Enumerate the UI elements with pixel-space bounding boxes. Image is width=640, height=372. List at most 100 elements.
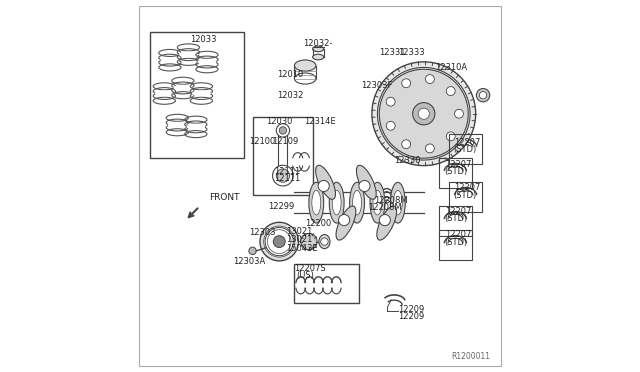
Circle shape: [418, 108, 429, 119]
Text: (STD): (STD): [453, 191, 477, 200]
Ellipse shape: [316, 165, 335, 199]
Ellipse shape: [336, 206, 356, 240]
Text: 12032-: 12032-: [303, 39, 333, 48]
Text: 12299: 12299: [268, 202, 294, 211]
Ellipse shape: [319, 235, 330, 248]
Circle shape: [386, 121, 395, 130]
Text: (STD): (STD): [445, 167, 468, 176]
Text: (STD): (STD): [445, 214, 468, 223]
Ellipse shape: [161, 57, 179, 63]
Ellipse shape: [179, 51, 198, 57]
Circle shape: [446, 132, 455, 141]
Ellipse shape: [192, 90, 211, 96]
Text: 12207: 12207: [445, 207, 472, 216]
Text: 12033: 12033: [190, 35, 216, 44]
Ellipse shape: [312, 190, 321, 215]
Circle shape: [402, 140, 411, 149]
Ellipse shape: [373, 190, 382, 215]
Text: 13021: 13021: [286, 227, 312, 236]
Circle shape: [479, 92, 487, 99]
Circle shape: [260, 222, 298, 261]
Circle shape: [372, 62, 476, 166]
Text: 12208M: 12208M: [374, 196, 408, 205]
Ellipse shape: [356, 165, 376, 199]
Ellipse shape: [353, 190, 362, 215]
Text: 12207: 12207: [445, 160, 472, 169]
Ellipse shape: [390, 182, 405, 223]
Text: 12207S: 12207S: [294, 264, 326, 273]
Bar: [253, 118, 312, 195]
Bar: [449, 182, 483, 212]
Circle shape: [413, 103, 435, 125]
Text: 12331: 12331: [380, 48, 406, 57]
Text: R1200011: R1200011: [452, 352, 491, 361]
Ellipse shape: [329, 182, 344, 223]
Circle shape: [426, 75, 435, 83]
Circle shape: [402, 79, 411, 88]
Ellipse shape: [349, 182, 364, 223]
Text: (US): (US): [297, 271, 314, 280]
Bar: [449, 134, 483, 164]
Text: 12200: 12200: [305, 219, 332, 228]
Circle shape: [273, 235, 285, 247]
Ellipse shape: [198, 59, 216, 65]
Text: 12310A: 12310A: [435, 63, 467, 72]
Text: 12032: 12032: [277, 91, 304, 100]
Circle shape: [380, 69, 468, 158]
Ellipse shape: [186, 124, 205, 130]
Text: 12330: 12330: [394, 155, 420, 164]
Ellipse shape: [155, 90, 174, 96]
Circle shape: [318, 180, 329, 192]
Ellipse shape: [394, 190, 403, 215]
Ellipse shape: [294, 60, 316, 71]
Circle shape: [321, 238, 328, 245]
Circle shape: [476, 89, 490, 102]
Text: (STD): (STD): [453, 145, 477, 154]
Text: 12207: 12207: [454, 183, 481, 192]
Ellipse shape: [370, 182, 385, 223]
Circle shape: [359, 180, 370, 192]
Circle shape: [279, 127, 287, 134]
Ellipse shape: [332, 190, 341, 215]
Text: 12208M: 12208M: [368, 203, 402, 212]
Ellipse shape: [173, 85, 193, 91]
Text: 12333: 12333: [398, 48, 424, 57]
Ellipse shape: [309, 182, 324, 223]
Circle shape: [446, 87, 455, 96]
Circle shape: [249, 247, 256, 254]
Text: 12209: 12209: [398, 312, 424, 321]
Circle shape: [265, 228, 293, 256]
Text: 15043E: 15043E: [286, 244, 317, 253]
Circle shape: [380, 215, 390, 226]
Text: 12207: 12207: [454, 138, 481, 147]
Circle shape: [339, 215, 349, 226]
Bar: [438, 206, 472, 236]
Text: 12303: 12303: [250, 228, 276, 237]
Text: 12109: 12109: [272, 137, 298, 146]
Text: 12303F: 12303F: [361, 81, 392, 90]
Circle shape: [276, 124, 290, 137]
Bar: [438, 158, 472, 188]
Ellipse shape: [377, 206, 397, 240]
Ellipse shape: [294, 73, 316, 84]
Ellipse shape: [312, 46, 324, 52]
Text: 12207: 12207: [445, 230, 472, 240]
Circle shape: [386, 97, 395, 106]
Text: 12111: 12111: [274, 174, 300, 183]
Text: 12314E: 12314E: [305, 117, 336, 126]
Ellipse shape: [168, 122, 187, 128]
Bar: [438, 231, 472, 260]
Text: 12111: 12111: [274, 167, 300, 176]
Circle shape: [301, 234, 317, 250]
Text: 12100: 12100: [250, 137, 276, 146]
Text: 12010: 12010: [277, 70, 303, 79]
Bar: [150, 32, 244, 158]
Text: 12030: 12030: [266, 117, 292, 126]
Bar: [294, 264, 359, 303]
Text: (STD): (STD): [445, 238, 468, 247]
Circle shape: [454, 109, 463, 118]
Text: FRONT: FRONT: [209, 193, 239, 202]
Ellipse shape: [312, 54, 324, 60]
Text: 13021: 13021: [286, 235, 312, 244]
Text: 12209: 12209: [398, 305, 424, 314]
